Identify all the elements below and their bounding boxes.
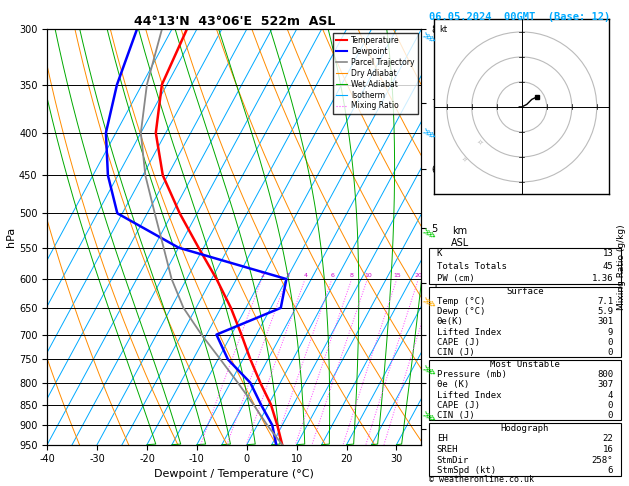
Text: SREH: SREH <box>437 445 458 454</box>
X-axis label: Dewpoint / Temperature (°C): Dewpoint / Temperature (°C) <box>154 469 314 479</box>
Text: 7.1: 7.1 <box>597 297 613 306</box>
Text: StmDir: StmDir <box>437 456 469 465</box>
Text: StmSpd (kt): StmSpd (kt) <box>437 467 496 475</box>
Text: 4: 4 <box>608 391 613 399</box>
Text: Hodograph: Hodograph <box>501 424 549 433</box>
Text: 258°: 258° <box>592 456 613 465</box>
Text: Temp (°C): Temp (°C) <box>437 297 485 306</box>
Text: PW (cm): PW (cm) <box>437 274 474 283</box>
Text: 6: 6 <box>608 467 613 475</box>
Text: 45: 45 <box>603 261 613 271</box>
Legend: Temperature, Dewpoint, Parcel Trajectory, Dry Adiabat, Wet Adiabat, Isotherm, Mi: Temperature, Dewpoint, Parcel Trajectory… <box>333 33 418 114</box>
Text: CIN (J): CIN (J) <box>437 411 474 420</box>
Text: ⋙: ⋙ <box>420 363 437 378</box>
Text: Totals Totals: Totals Totals <box>437 261 506 271</box>
Text: 1.36: 1.36 <box>592 274 613 283</box>
Text: ✧: ✧ <box>477 138 484 146</box>
Text: Mixing Ratio (g/kg): Mixing Ratio (g/kg) <box>617 225 626 310</box>
Text: kt: kt <box>440 25 448 34</box>
Text: © weatheronline.co.uk: © weatheronline.co.uk <box>429 474 534 484</box>
Text: 2: 2 <box>260 273 264 278</box>
Text: 0: 0 <box>608 411 613 420</box>
Text: CAPE (J): CAPE (J) <box>437 400 480 410</box>
Text: ⋙: ⋙ <box>420 226 437 241</box>
Text: 0: 0 <box>608 400 613 410</box>
Title: 44°13'N  43°06'E  522m  ASL: 44°13'N 43°06'E 522m ASL <box>133 15 335 28</box>
Text: K: K <box>437 249 442 259</box>
Text: ⋙: ⋙ <box>420 408 437 424</box>
Text: 0: 0 <box>608 338 613 347</box>
Text: 301: 301 <box>597 317 613 327</box>
Text: 22: 22 <box>603 434 613 443</box>
Text: Dewp (°C): Dewp (°C) <box>437 308 485 316</box>
Y-axis label: hPa: hPa <box>6 227 16 247</box>
Text: ⋙: ⋙ <box>420 29 437 45</box>
Text: 06.05.2024  00GMT  (Base: 12): 06.05.2024 00GMT (Base: 12) <box>429 12 610 22</box>
Text: Surface: Surface <box>506 287 543 296</box>
Text: 5.9: 5.9 <box>597 308 613 316</box>
Text: 0: 0 <box>608 347 613 357</box>
Text: Most Unstable: Most Unstable <box>490 360 560 369</box>
Text: 20: 20 <box>415 273 423 278</box>
Text: Pressure (mb): Pressure (mb) <box>437 370 506 380</box>
Text: 8: 8 <box>350 273 354 278</box>
Text: 800: 800 <box>597 370 613 380</box>
Text: ✧: ✧ <box>462 157 467 163</box>
Y-axis label: km
ASL: km ASL <box>450 226 469 248</box>
Text: 4: 4 <box>303 273 308 278</box>
Text: ⋙: ⋙ <box>420 125 437 140</box>
Text: 13: 13 <box>603 249 613 259</box>
Text: 307: 307 <box>597 381 613 389</box>
Text: 6: 6 <box>330 273 334 278</box>
Text: Lifted Index: Lifted Index <box>437 328 501 336</box>
Text: θe(K): θe(K) <box>437 317 464 327</box>
Text: 10: 10 <box>364 273 372 278</box>
Text: θe (K): θe (K) <box>437 381 469 389</box>
Text: 3: 3 <box>285 273 289 278</box>
Text: ⋙: ⋙ <box>420 294 437 310</box>
Text: 16: 16 <box>603 445 613 454</box>
Text: Lifted Index: Lifted Index <box>437 391 501 399</box>
Text: CIN (J): CIN (J) <box>437 347 474 357</box>
Text: LCL: LCL <box>429 440 444 449</box>
Text: 9: 9 <box>608 328 613 336</box>
Text: CAPE (J): CAPE (J) <box>437 338 480 347</box>
Text: EH: EH <box>437 434 447 443</box>
Text: 15: 15 <box>393 273 401 278</box>
